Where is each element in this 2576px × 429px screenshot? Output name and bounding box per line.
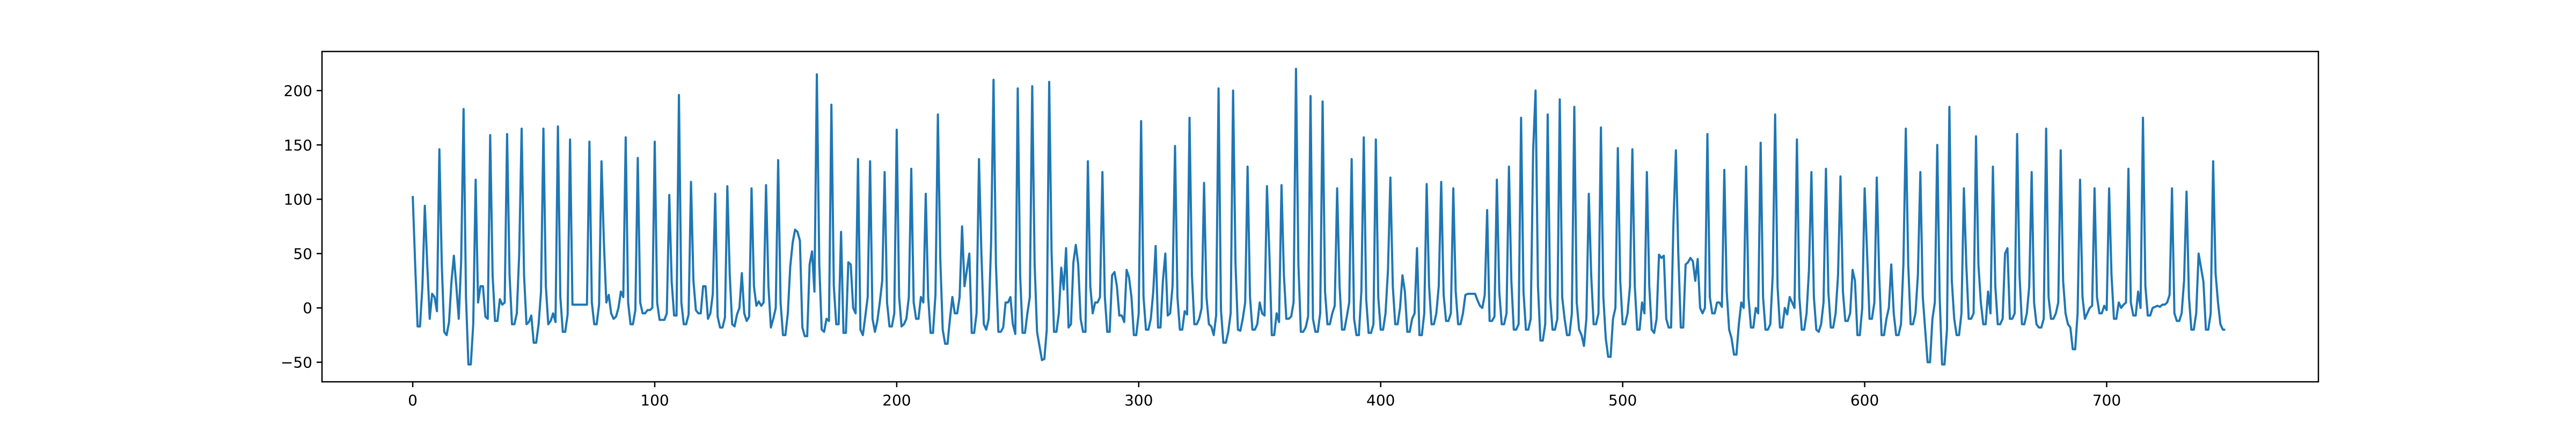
x-tick-label: 0 [408,391,418,409]
y-tick-label: 0 [303,299,312,317]
x-tick-label: 300 [1124,391,1153,409]
y-tick-label: 150 [284,136,312,154]
x-tick-label: 100 [640,391,669,409]
x-tick-label: 500 [1608,391,1637,409]
y-tick-label: −50 [281,354,312,372]
y-tick-label: 100 [284,191,312,209]
y-tick-label: 50 [293,245,312,263]
x-tick-label: 400 [1366,391,1395,409]
axis-ticks: 0 100 200 300 400 500 600 700 −50 0 50 100 150 200 [281,82,2121,409]
x-tick-label: 700 [2092,391,2121,409]
axes-frame [321,50,2319,383]
x-tick-label: 600 [1850,391,1879,409]
y-tick-label: 200 [284,82,312,100]
series-line-0 [412,68,2226,366]
x-tick-label: 200 [882,391,911,409]
plot-area [412,68,2226,366]
